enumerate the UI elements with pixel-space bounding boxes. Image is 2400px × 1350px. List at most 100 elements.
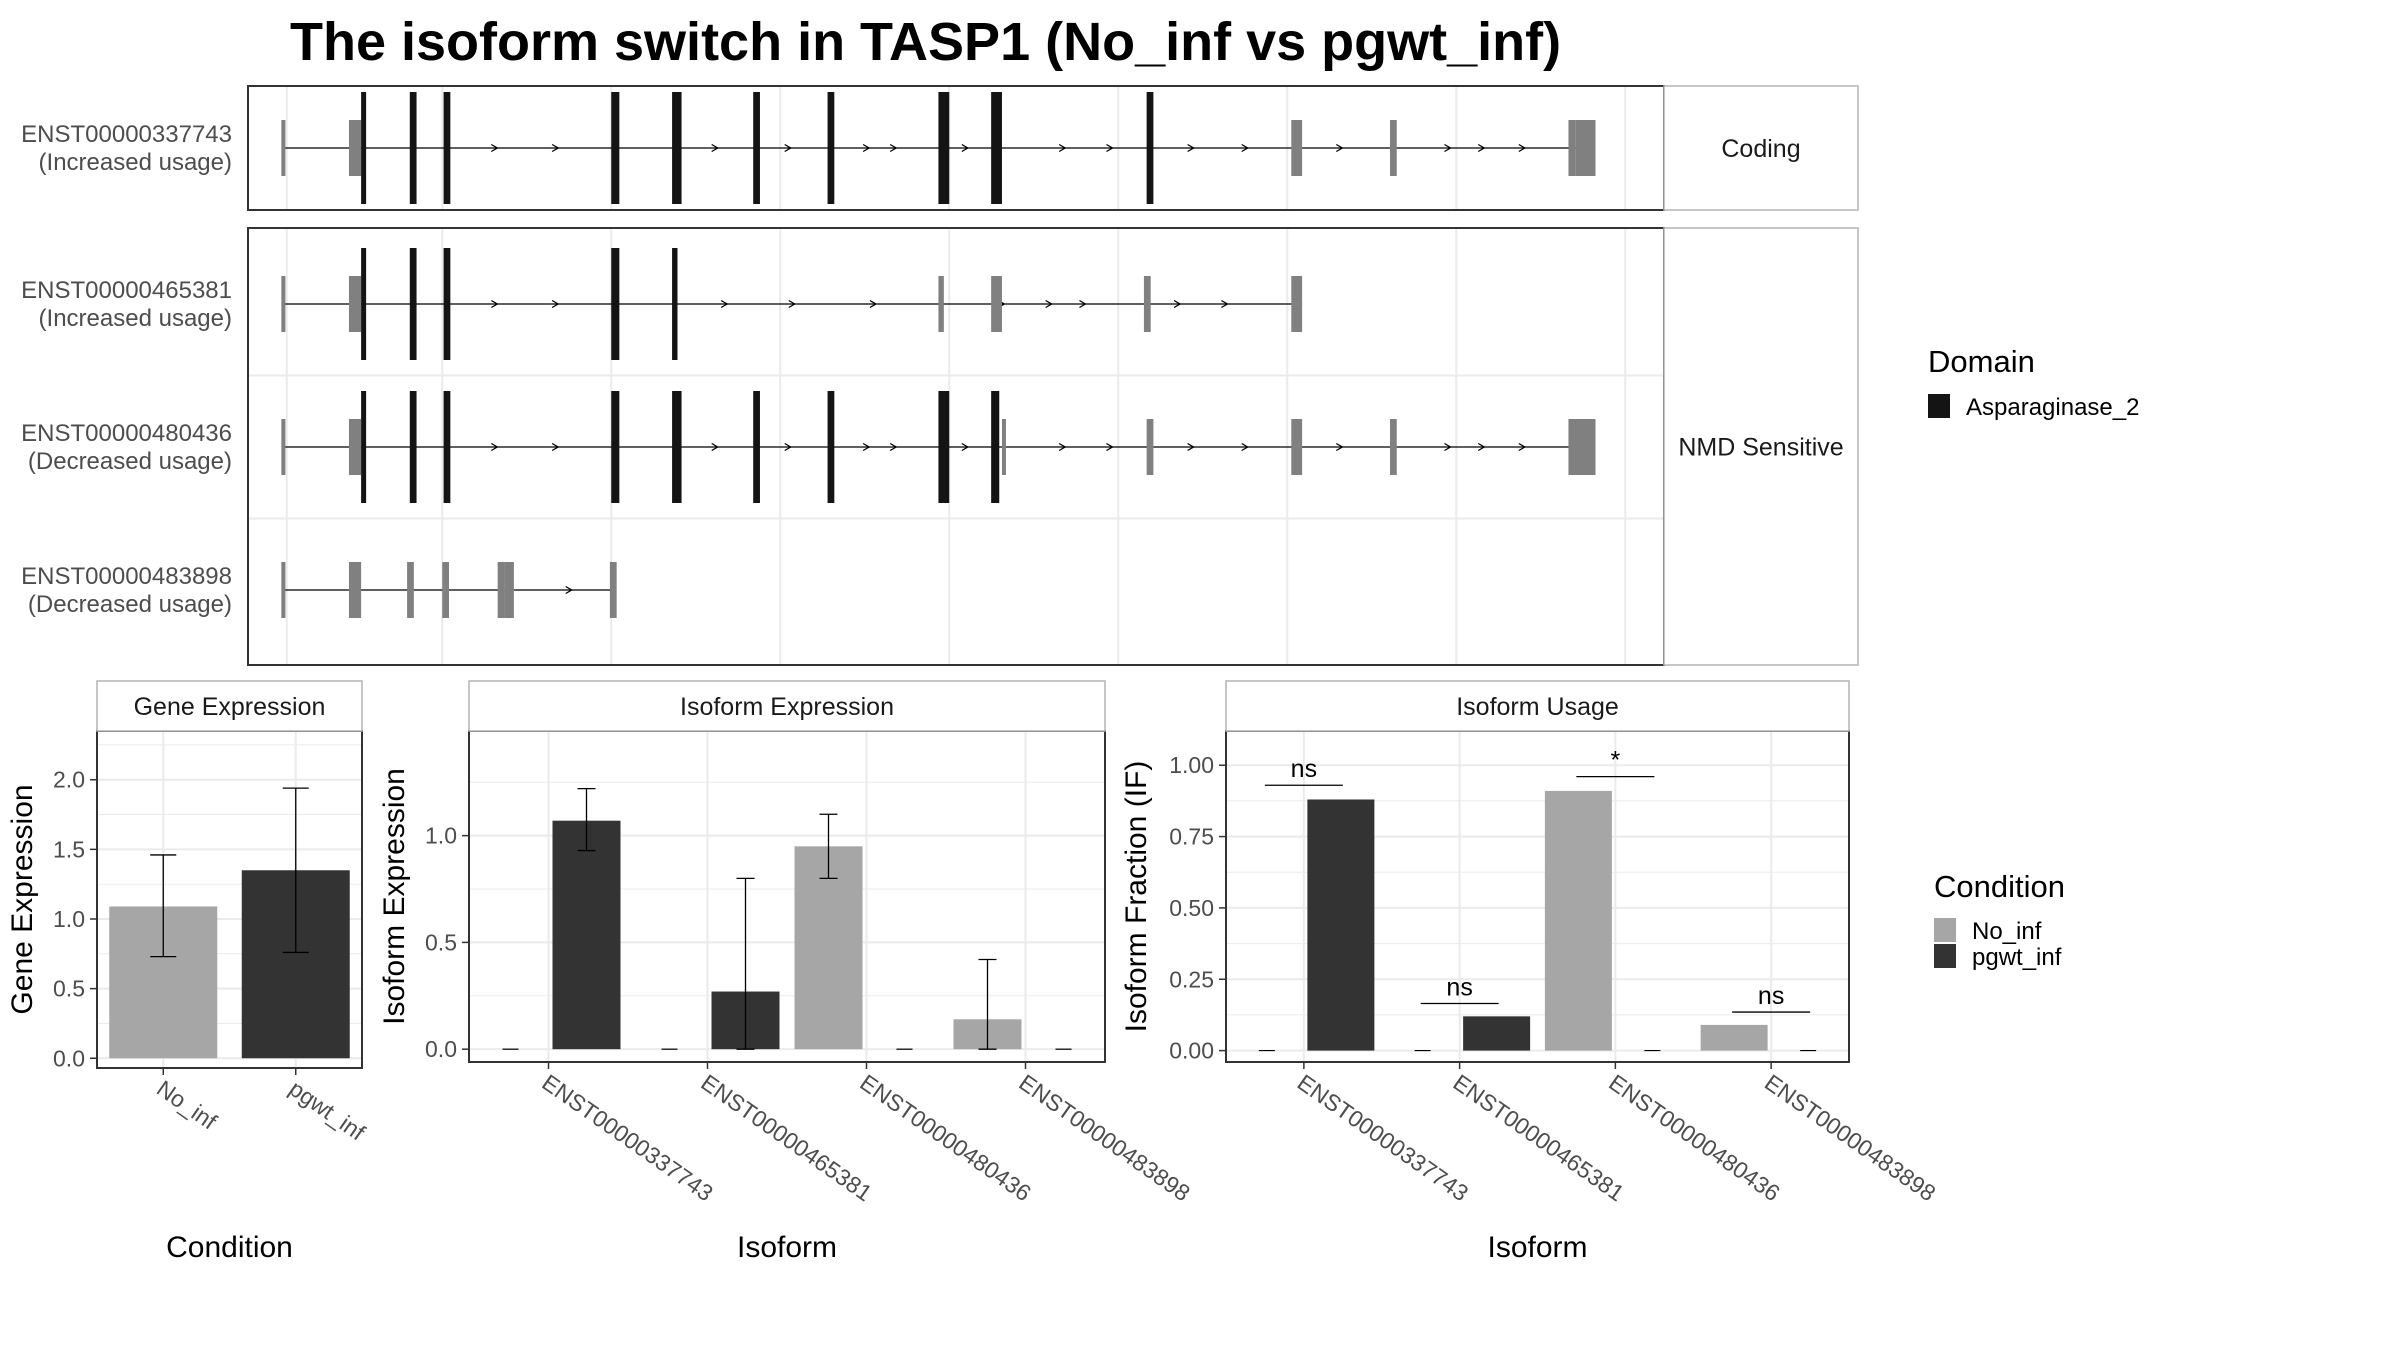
domain-exon [1146,92,1154,204]
utr-exon [1389,120,1397,176]
direction-arrow [1187,442,1195,452]
bar-no-inf [1544,790,1612,1051]
direction-arrow [1173,299,1182,309]
facet-strip [468,680,1106,732]
domain-exon [672,391,682,503]
gene-expression-chart: Gene Expression 0.0 0.5 1.0 1.5 2.0 No_inf pgwt… [6,680,371,1264]
utr-exon [1575,120,1596,176]
direction-arrow [1079,299,1087,309]
direction-arrow [862,442,871,452]
significance-label: * [1611,747,1621,775]
transcript-usage-label: (Increased usage) [39,149,232,176]
direction-arrow [1444,143,1452,153]
utr-exon [497,562,505,618]
domain-exon [409,248,417,360]
x-axis-title: Condition [166,1231,293,1264]
utr-exon [348,562,362,618]
legend-label-asparaginase-2: Asparaginase_2 [1966,394,2139,421]
legend-key-pgwt-inf [1934,944,1956,968]
direction-arrow [889,143,898,153]
utr-exon [348,276,362,332]
utr-exon [281,419,286,475]
utr-exon [407,562,414,618]
bar-no-inf [794,846,863,1050]
transcript-id-label: ENST00000337743 [21,121,232,148]
direction-arrow [1106,143,1114,153]
facet-strip [96,680,363,732]
direction-arrow [1045,299,1053,309]
transcript-id-label: ENST00000483898 [21,563,232,590]
bar-pgwt-inf [552,820,621,1050]
x-tick-label: ENST00000480436 [855,1069,1035,1206]
transcript-structure-plot: Coding ENST00000337743(Increased usage) NM… [21,85,1859,666]
domain-exon [827,92,835,204]
direction-arrow [1477,143,1486,153]
domain-exon [672,92,682,204]
x-tick-label: ENST00000480436 [1604,1069,1784,1206]
direction-arrow [490,299,499,309]
x-tick-label: ENST00000465381 [696,1069,876,1206]
direction-arrow [961,442,970,452]
y-tick-label: 1.0 [425,823,457,849]
domain-exon [753,92,760,204]
y-tick-label: 1.0 [53,906,85,932]
transcript-usage-label: (Decreased usage) [28,591,232,618]
utr-exon [1568,419,1596,475]
domain-exon [991,391,1000,503]
x-axis-title: Isoform [1487,1231,1587,1264]
y-tick-label: 0.00 [1169,1038,1214,1064]
direction-arrow [551,143,560,153]
domain-exon [672,248,678,360]
domain-legend-title: Domain [1928,344,2035,379]
isoform-usage-chart: ns ns * ns Isoform Usage 0.00 0.25 0.50 0.75 1.00… [1120,680,1940,1264]
direction-arrow [551,442,560,452]
utr-exon [348,120,362,176]
domain-exon [443,92,451,204]
isoform-expression-chart: Isoform Expression 0.0 0.5 1.0 ENST000003377… [378,680,1195,1264]
y-axis-title: Isoform Fraction (IF) [1120,761,1153,1033]
bar-pgwt-inf [1307,799,1375,1051]
domain-exon [409,391,417,503]
domain-exon [611,92,620,204]
condition-legend-title: Condition [1934,869,2065,904]
structure-facet-label: Coding [1721,135,1800,163]
direction-arrow [490,442,499,452]
utr-exon [504,562,514,618]
y-tick-label: 0.0 [425,1036,457,1062]
structure-facet-label: NMD Sensitive [1678,434,1843,462]
utr-exon [1146,419,1154,475]
direction-arrow [784,442,792,452]
utr-exon [1389,419,1397,475]
y-tick-label: 1.5 [53,836,85,862]
direction-arrow [551,299,560,309]
utr-exon [348,419,362,475]
direction-arrow [1444,442,1452,452]
utr-exon [1568,120,1576,176]
utr-exon [1291,120,1303,176]
y-tick-label: 0.50 [1169,895,1214,921]
x-tick-label: ENST00000337743 [1293,1069,1473,1206]
x-tick-label: ENST00000465381 [1449,1069,1629,1206]
x-axis-title: Isoform [737,1231,837,1264]
utr-exon [1143,276,1151,332]
direction-arrow [1518,143,1527,153]
y-tick-label: 1.00 [1169,752,1214,778]
bar-pgwt-inf [1463,1016,1531,1051]
direction-arrow [869,299,878,309]
direction-arrow [1058,442,1067,452]
transcript-id-label: ENST00000480436 [21,420,232,447]
direction-arrow [1187,143,1195,153]
utr-exon [1001,419,1006,475]
direction-arrow [784,143,792,153]
x-tick-label: pgwt_inf [285,1075,371,1146]
domain-exon [443,248,451,360]
utr-exon [609,562,617,618]
bar-no-inf [1700,1024,1768,1051]
direction-arrow [1518,442,1527,452]
facet-strip-title: Gene Expression [134,693,326,721]
significance-label: ns [1758,982,1784,1010]
domain-exon [361,248,367,360]
direction-arrow [1241,143,1249,153]
direction-arrow [1335,442,1344,452]
utr-exon [938,276,944,332]
